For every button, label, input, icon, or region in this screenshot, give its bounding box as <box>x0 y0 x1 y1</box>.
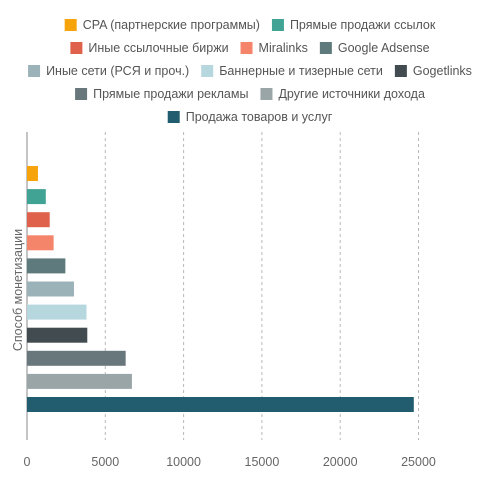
legend-item[interactable]: Баннерные и тизерные сети <box>201 64 383 78</box>
legend-label: Gogetlinks <box>413 64 472 78</box>
bar[interactable] <box>27 258 66 274</box>
legend-swatch <box>260 88 273 100</box>
bar[interactable] <box>27 397 414 412</box>
legend-item[interactable]: Иные ссылочные биржи <box>70 41 229 55</box>
legend-item[interactable]: Google Adsense <box>319 41 430 55</box>
x-tick-label: 0 <box>24 455 31 469</box>
bar[interactable] <box>27 189 46 205</box>
legend-label: Прямые продажи рекламы <box>93 87 248 101</box>
x-tick-label: 25000 <box>401 455 436 469</box>
legend-item[interactable]: Прямые продажи ссылок <box>271 18 436 32</box>
legend-label: Иные сети (РСЯ и проч.) <box>46 64 189 78</box>
y-axis-title: Способ монетизации <box>11 229 25 351</box>
legend: CPA (партнерские программы) Прямые продаж… <box>28 18 472 124</box>
legend-item[interactable]: Иные сети (РСЯ и проч.) <box>28 64 189 78</box>
legend-label: CPA (партнерские программы) <box>83 18 260 32</box>
legend-row: Иные сети (РСЯ и проч.) Баннерные и тизер… <box>28 64 472 78</box>
legend-row: CPA (партнерские программы) Прямые продаж… <box>64 18 436 32</box>
legend-label: Miralinks <box>259 41 308 55</box>
bar[interactable] <box>27 281 74 297</box>
legend-swatch <box>240 42 253 54</box>
legend-swatch <box>394 65 407 77</box>
legend-label: Продажа товаров и услуг <box>186 110 333 124</box>
bar[interactable] <box>27 373 132 389</box>
legend-swatch <box>75 88 88 100</box>
legend-label: Прямые продажи ссылок <box>290 18 436 32</box>
legend-swatch <box>167 111 180 123</box>
x-tick-label: 10000 <box>166 455 201 469</box>
x-tick-label: 20000 <box>323 455 358 469</box>
x-tick-label: 5000 <box>91 455 119 469</box>
legend-label: Баннерные и тизерные сети <box>219 64 383 78</box>
legend-item[interactable]: Продажа товаров и услуг <box>167 110 333 124</box>
legend-row: Продажа товаров и услуг <box>167 110 333 124</box>
legend-item[interactable]: Другие источники дохода <box>260 87 425 101</box>
grid <box>26 132 419 440</box>
legend-item[interactable]: Прямые продажи рекламы <box>75 87 248 101</box>
bar[interactable] <box>27 327 88 343</box>
legend-row: Иные ссылочные биржи Miralinks Google Adse… <box>70 41 430 55</box>
legend-swatch <box>201 65 214 77</box>
legend-swatch <box>28 65 41 77</box>
x-tick-label: 15000 <box>245 455 280 469</box>
legend-swatch <box>70 42 83 54</box>
bar[interactable] <box>27 350 126 366</box>
legend-swatch <box>319 42 332 54</box>
legend-label: Другие источники дохода <box>278 87 424 101</box>
legend-item[interactable]: Gogetlinks <box>394 64 472 78</box>
bar[interactable] <box>27 166 38 181</box>
bars <box>27 166 414 412</box>
bar[interactable] <box>27 212 50 228</box>
legend-item[interactable]: CPA (партнерские программы) <box>64 18 260 32</box>
legend-row: Прямые продажи рекламы Другие источники д… <box>75 87 425 101</box>
legend-swatch <box>271 19 284 31</box>
legend-swatch <box>64 19 77 31</box>
x-axis-ticks: 0 5000 10000 15000 20000 25000 <box>24 455 436 469</box>
legend-label: Google Adsense <box>338 41 430 55</box>
bar[interactable] <box>27 304 87 320</box>
legend-item[interactable]: Miralinks <box>240 41 308 55</box>
legend-label: Иные ссылочные биржи <box>88 41 228 55</box>
bar[interactable] <box>27 235 54 251</box>
